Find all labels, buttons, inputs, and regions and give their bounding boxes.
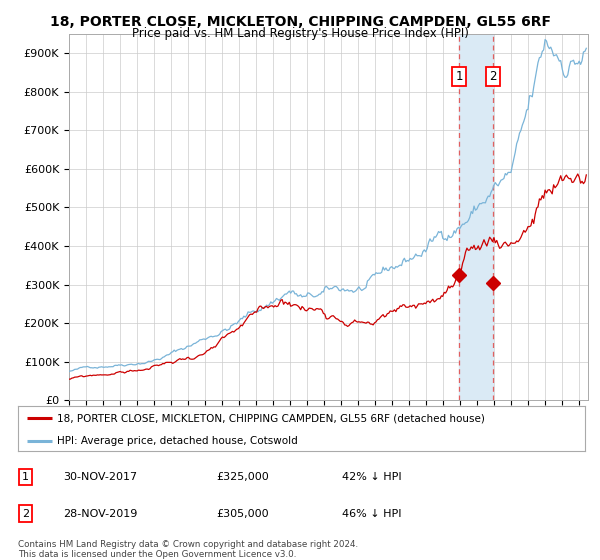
- Text: 2: 2: [489, 69, 497, 82]
- Text: Price paid vs. HM Land Registry's House Price Index (HPI): Price paid vs. HM Land Registry's House …: [131, 27, 469, 40]
- Text: HPI: Average price, detached house, Cotswold: HPI: Average price, detached house, Cots…: [56, 436, 298, 446]
- Text: 42% ↓ HPI: 42% ↓ HPI: [342, 472, 401, 482]
- Text: £325,000: £325,000: [216, 472, 269, 482]
- Text: 18, PORTER CLOSE, MICKLETON, CHIPPING CAMPDEN, GL55 6RF: 18, PORTER CLOSE, MICKLETON, CHIPPING CA…: [49, 15, 551, 29]
- Text: £305,000: £305,000: [216, 508, 269, 519]
- Text: 28-NOV-2019: 28-NOV-2019: [63, 508, 137, 519]
- Bar: [459, 34, 493, 400]
- Text: 30-NOV-2017: 30-NOV-2017: [63, 472, 137, 482]
- Text: 2: 2: [22, 508, 29, 519]
- Text: 18, PORTER CLOSE, MICKLETON, CHIPPING CAMPDEN, GL55 6RF (detached house): 18, PORTER CLOSE, MICKLETON, CHIPPING CA…: [56, 413, 484, 423]
- Text: 46% ↓ HPI: 46% ↓ HPI: [342, 508, 401, 519]
- Text: 1: 1: [22, 472, 29, 482]
- Text: Contains HM Land Registry data © Crown copyright and database right 2024.
This d: Contains HM Land Registry data © Crown c…: [18, 540, 358, 559]
- Text: 1: 1: [455, 69, 463, 82]
